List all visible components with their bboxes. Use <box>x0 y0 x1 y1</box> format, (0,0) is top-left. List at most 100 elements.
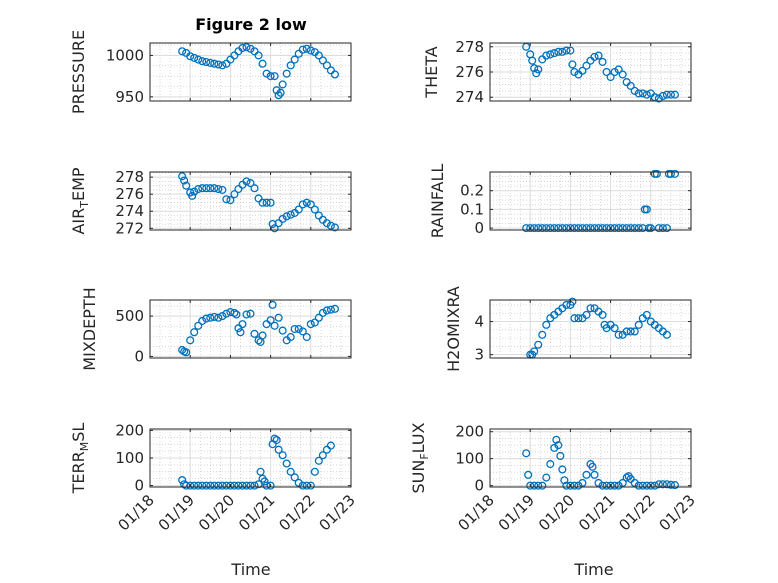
data-point <box>530 224 539 233</box>
data-point <box>262 481 271 490</box>
data-point <box>306 200 315 209</box>
data-point <box>654 94 663 103</box>
data-point <box>232 310 241 319</box>
data-point <box>270 224 279 233</box>
data-point <box>630 86 639 95</box>
data-point <box>594 224 603 233</box>
data-point <box>554 224 563 233</box>
y-axis-label-h2omixra: H2OMIXRA <box>444 286 463 372</box>
data-point <box>234 324 243 333</box>
data-point <box>310 205 319 214</box>
data-point <box>270 434 279 443</box>
data-point <box>298 200 307 209</box>
data-point <box>538 330 547 339</box>
y-tick-label: 200 <box>455 423 484 441</box>
data-point <box>254 336 263 345</box>
data-point <box>194 321 203 330</box>
data-point <box>230 51 239 60</box>
data-point <box>642 310 651 319</box>
y-axis-label-air-temp: AIRTEMP <box>69 167 91 234</box>
data-point <box>314 456 323 465</box>
data-point <box>186 52 195 61</box>
data-point <box>602 481 611 490</box>
axes-box <box>149 299 352 359</box>
data-point <box>234 481 243 490</box>
data-point <box>198 184 207 193</box>
data-point <box>230 190 239 199</box>
data-point <box>242 177 251 186</box>
data-point <box>222 309 231 318</box>
data-point <box>542 473 551 482</box>
data-point <box>254 194 263 203</box>
data-point <box>276 88 285 97</box>
data-point <box>562 224 571 233</box>
data-point <box>286 333 295 342</box>
data-point <box>574 481 583 490</box>
data-point <box>658 224 667 233</box>
data-point <box>554 47 563 56</box>
data-point <box>282 69 291 78</box>
data-point <box>242 310 251 319</box>
data-point <box>658 91 667 101</box>
data-point <box>290 55 299 64</box>
data-point <box>326 66 335 75</box>
panel-pressure: PRESSURE 950 1000 <box>69 30 352 114</box>
data-point <box>290 324 299 334</box>
data-point <box>586 304 595 313</box>
y-tick-label: 100 <box>455 450 484 468</box>
data-point <box>290 473 299 482</box>
data-point <box>218 185 227 194</box>
y-tick-label: 276 <box>455 63 484 81</box>
data-point <box>670 90 679 99</box>
y-tick-label: 200 <box>115 421 144 439</box>
data-point <box>236 328 245 337</box>
data-point <box>298 327 307 336</box>
data-point <box>234 185 243 194</box>
data-point <box>654 224 663 233</box>
y-tick-label: 0.2 <box>460 182 484 200</box>
axes-box <box>149 42 352 102</box>
data-point <box>262 320 271 329</box>
data-point <box>568 60 577 69</box>
panel-theta: THETA 274 276 278 <box>422 38 692 106</box>
y-tick-label: 950 <box>115 88 144 106</box>
data-point <box>302 481 311 490</box>
data-point <box>538 481 547 490</box>
y-tick-label: 1000 <box>106 46 144 64</box>
data-point <box>522 449 531 458</box>
data-point <box>558 465 567 474</box>
data-point <box>618 478 627 488</box>
y-tick-label: 274 <box>455 88 484 106</box>
data-point <box>634 89 643 98</box>
data-point <box>210 481 219 490</box>
data-point <box>588 462 597 471</box>
data-point <box>210 184 219 193</box>
y-tick-label: 278 <box>115 168 144 186</box>
data-point <box>194 55 203 64</box>
data-point <box>310 318 319 327</box>
y-axis-label-pressure: PRESSURE <box>69 30 88 114</box>
data-point <box>278 451 287 460</box>
data-point <box>188 191 197 200</box>
data-point <box>294 49 303 58</box>
data-point <box>226 196 235 205</box>
data-point <box>274 219 283 228</box>
data-point <box>326 221 335 230</box>
data-point <box>570 314 579 323</box>
data-point <box>226 481 235 490</box>
data-point <box>318 56 327 65</box>
data-point <box>614 481 623 490</box>
data-point <box>666 480 675 489</box>
axes-box <box>489 299 692 359</box>
x-axis-label-left: Time <box>230 560 270 579</box>
data-point <box>206 481 215 490</box>
data-point <box>626 224 635 233</box>
y-axis-label-rainfall: RAINFALL <box>428 164 447 239</box>
data-point <box>546 50 555 59</box>
data-point <box>318 451 327 460</box>
data-point <box>246 44 255 53</box>
data-point <box>322 306 331 315</box>
data-point <box>568 297 577 306</box>
data-point <box>274 91 283 100</box>
data-point <box>202 58 211 67</box>
